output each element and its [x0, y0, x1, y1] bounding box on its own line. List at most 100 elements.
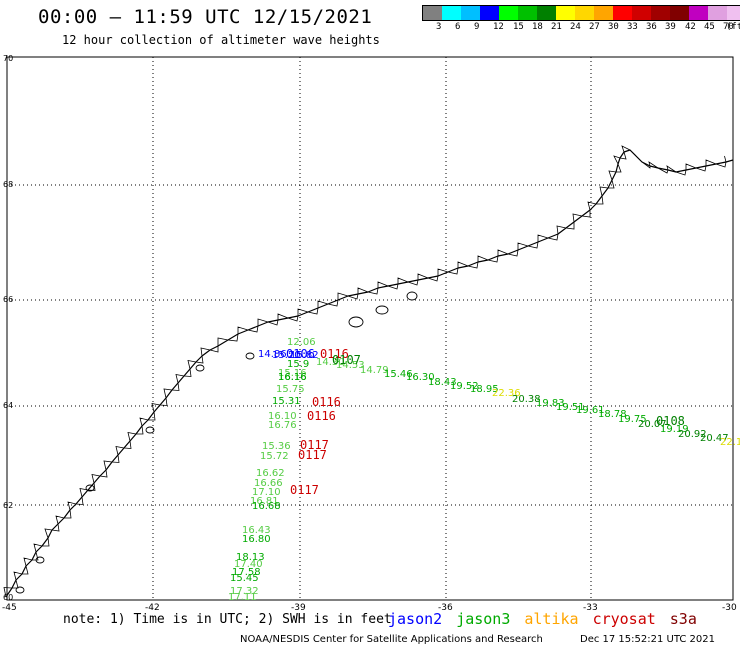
- wave-height-label: 16.30: [406, 372, 435, 383]
- island-outline: [195, 364, 205, 372]
- page-title: 00:00 – 11:59 UTC 12/15/2021: [38, 6, 373, 28]
- island-outline: [406, 291, 418, 301]
- island-outline: [245, 352, 255, 360]
- wave-height-label: 16.76: [268, 420, 297, 431]
- wave-height-label: 18.78: [598, 409, 627, 420]
- wave-height-label: 20.47: [700, 433, 729, 444]
- altimeter-track-labels: 12.0614.8615.2015.8215.916.1615.1616.161…: [228, 337, 740, 603]
- color-legend-bar: [422, 5, 740, 21]
- wave-height-label: 15.31: [272, 396, 301, 407]
- wave-height-label: 16.43: [242, 525, 271, 536]
- pass-time-label: 0106: [286, 347, 315, 361]
- latitude-label: 64: [3, 401, 13, 410]
- wave-height-label: 19.52: [450, 381, 479, 392]
- legend-swatch: [537, 6, 556, 20]
- legend-swatch: [708, 6, 727, 20]
- wave-height-label: 16.10: [268, 411, 297, 422]
- wave-height-label: 17.10: [252, 487, 281, 498]
- longitude-label: -33: [583, 603, 598, 613]
- longitude-label: -36: [438, 603, 453, 613]
- latitude-label: 60: [3, 593, 13, 602]
- satellite-name: cryosat: [592, 610, 656, 628]
- legend-value: 39: [665, 22, 676, 32]
- legend-swatch: [727, 6, 740, 20]
- wave-height-label: 19.83: [536, 398, 565, 409]
- wave-height-label: 19.51: [556, 402, 585, 413]
- legend-value: 18: [532, 22, 543, 32]
- wave-height-label: 14.79: [360, 365, 389, 376]
- legend-swatch: [518, 6, 537, 20]
- island-outline: [35, 556, 45, 564]
- island-outline: [15, 586, 25, 594]
- legend-swatch: [442, 6, 461, 20]
- island-outline: [375, 305, 389, 315]
- wave-height-label: 20.38: [512, 394, 541, 405]
- legend-value: 70: [723, 22, 734, 32]
- axis-labels: 70 68 66 64 62 60-45 -42 -39 -36 -33 -30: [2, 54, 737, 613]
- map-frame: [6, 56, 734, 601]
- wave-height-label: 15.75: [276, 384, 305, 395]
- pass-time-label: 0117: [298, 448, 327, 462]
- legend-value: 15: [513, 22, 524, 32]
- coastline-path: [5, 149, 734, 598]
- legend-swatch: [423, 6, 442, 20]
- satellite-name: jason3: [456, 610, 511, 628]
- wave-height-label: 14.86: [258, 349, 287, 360]
- legend-value: 33: [627, 22, 638, 32]
- wave-height-label: 15.82: [290, 350, 319, 361]
- latitude-label: 70: [3, 54, 13, 63]
- latitude-label: 62: [3, 501, 13, 510]
- legend-units: (ft): [726, 22, 740, 32]
- wave-height-label: 15.16: [278, 368, 307, 379]
- wave-height-label: 18.13: [236, 552, 265, 563]
- coastline-fjords: [3, 145, 727, 598]
- legend-value: 6: [455, 22, 461, 32]
- longitude-label: -45: [2, 603, 17, 613]
- legend-swatch: [651, 6, 670, 20]
- legend-value: 27: [589, 22, 600, 32]
- legend-value: 42: [685, 22, 696, 32]
- wave-height-label: 17.58: [232, 567, 261, 578]
- legend-value: 30: [608, 22, 619, 32]
- legend-value: 36: [646, 22, 657, 32]
- pass-time-label: 0116: [312, 395, 341, 409]
- legend-value: 24: [570, 22, 581, 32]
- wave-height-label: 15.46: [384, 369, 413, 380]
- wave-height-label: 22.36: [492, 388, 521, 399]
- wave-height-label: 19.19: [660, 424, 689, 435]
- satellite-legend: jason2 jason3 altika cryosat s3a: [388, 610, 711, 628]
- longitude-label: -30: [722, 603, 737, 613]
- longitude-label: -39: [291, 603, 306, 613]
- wave-height-label: 22.1: [720, 437, 740, 448]
- island-outline: [145, 426, 155, 434]
- legend-value: 3: [436, 22, 442, 32]
- legend-swatch: [670, 6, 689, 20]
- map-grid: [6, 56, 734, 601]
- footer-note: note: 1) Time is in UTC; 2) SWH is in fe…: [63, 612, 392, 627]
- legend-value: 9: [474, 22, 480, 32]
- footer-credit: NOAA/NESDIS Center for Satellite Applica…: [240, 634, 543, 645]
- legend-swatch: [689, 6, 708, 20]
- page-subtitle: 12 hour collection of altimeter wave hei…: [62, 33, 380, 47]
- satellite-name: s3a: [669, 610, 697, 628]
- satellite-name: jason2: [388, 610, 443, 628]
- wave-height-label: 16.66: [254, 478, 283, 489]
- legend-swatch: [613, 6, 632, 20]
- island-outline: [348, 316, 364, 328]
- satellite-name: altika: [524, 610, 579, 628]
- wave-height-label: 16.16: [278, 372, 307, 383]
- wave-height-label: 12.06: [287, 337, 316, 348]
- legend-swatch: [461, 6, 480, 20]
- legend-value: 45: [704, 22, 715, 32]
- wave-height-label: 16.68: [252, 501, 281, 512]
- wave-height-label: 15.9: [287, 359, 309, 370]
- wave-height-label: 15.45: [230, 573, 259, 584]
- wave-height-label: 15.36: [262, 441, 291, 452]
- greenland-coastline: [3, 145, 734, 598]
- wave-height-label: 14.30: [316, 357, 345, 368]
- legend-value: 12: [493, 22, 504, 32]
- wave-height-label: 17.32: [230, 586, 259, 597]
- pass-time-label: 0117: [300, 438, 329, 452]
- legend-value: 21: [551, 22, 562, 32]
- footer-timestamp: Dec 17 15:52:21 UTC 2021: [580, 634, 715, 645]
